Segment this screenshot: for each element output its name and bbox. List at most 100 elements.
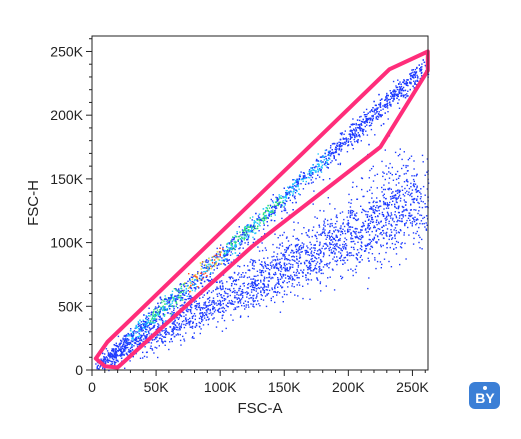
event-dot xyxy=(120,348,122,350)
event-dot xyxy=(411,192,413,194)
event-dot xyxy=(137,328,140,330)
event-dot xyxy=(204,260,206,263)
event-dot xyxy=(103,358,106,361)
event-dot xyxy=(403,173,405,175)
event-dot xyxy=(245,306,247,308)
event-dot xyxy=(371,115,373,117)
event-dot xyxy=(272,194,274,196)
event-dot xyxy=(156,313,158,315)
event-dot xyxy=(346,216,348,218)
event-dot xyxy=(327,232,329,234)
event-dot xyxy=(253,289,256,291)
event-dot xyxy=(222,314,224,316)
event-dot xyxy=(130,350,132,353)
event-dot xyxy=(168,301,171,303)
event-dot xyxy=(290,251,292,254)
event-dot xyxy=(189,320,192,322)
event-dot xyxy=(335,249,337,251)
event-dot xyxy=(406,79,408,81)
event-dot xyxy=(338,251,340,253)
event-dot xyxy=(199,308,201,310)
event-dot xyxy=(280,274,282,276)
event-dot xyxy=(239,265,241,268)
event-dot xyxy=(207,305,210,307)
event-dot xyxy=(257,246,259,248)
event-dot xyxy=(368,201,370,204)
event-dot xyxy=(351,240,353,243)
event-dot xyxy=(396,190,398,192)
event-dot xyxy=(225,251,228,253)
event-dot xyxy=(320,269,323,271)
event-dot xyxy=(372,239,375,241)
event-dot xyxy=(173,336,176,338)
event-dot xyxy=(273,255,275,258)
event-dot xyxy=(335,260,338,263)
event-dot xyxy=(422,201,424,203)
x-tick-label: 100K xyxy=(204,379,237,395)
event-dot xyxy=(134,339,136,342)
event-dot xyxy=(171,295,173,297)
event-dot xyxy=(354,243,356,245)
event-dot xyxy=(262,289,264,291)
event-dot xyxy=(277,279,279,281)
event-dot xyxy=(331,233,333,235)
event-dot xyxy=(380,244,382,246)
event-dot xyxy=(161,341,164,343)
event-dot xyxy=(316,277,318,279)
event-dot xyxy=(359,126,361,128)
event-dot xyxy=(250,291,253,293)
event-dot xyxy=(121,346,124,348)
event-dot xyxy=(191,281,193,283)
event-dot xyxy=(361,211,363,214)
event-dot xyxy=(207,297,210,300)
license-badge[interactable]: BY xyxy=(469,382,500,409)
event-dot xyxy=(223,290,226,293)
event-dot xyxy=(319,248,321,251)
event-dot xyxy=(312,173,314,175)
event-dot xyxy=(185,298,187,301)
event-dot xyxy=(368,117,370,120)
event-dot xyxy=(344,237,346,239)
event-dot xyxy=(399,87,402,90)
event-dot xyxy=(291,277,294,280)
event-dot xyxy=(252,281,254,284)
event-dot xyxy=(369,239,371,241)
event-dot xyxy=(185,292,187,294)
event-dot xyxy=(145,322,147,324)
event-dot xyxy=(420,200,422,202)
event-dot xyxy=(286,258,288,260)
event-dot xyxy=(399,229,402,231)
event-dot xyxy=(325,247,327,249)
event-dot xyxy=(246,225,248,228)
event-dot xyxy=(324,248,326,250)
event-dot xyxy=(348,193,350,196)
event-dot xyxy=(282,200,284,202)
event-dot xyxy=(189,278,191,280)
event-dot xyxy=(336,263,338,266)
event-dot xyxy=(276,282,278,284)
event-dot xyxy=(325,162,327,164)
event-dot xyxy=(181,320,184,323)
event-dot xyxy=(340,254,343,256)
event-dot xyxy=(151,339,154,341)
event-dot xyxy=(281,204,284,206)
event-dot xyxy=(309,241,311,244)
event-dot xyxy=(132,334,134,337)
event-dot xyxy=(369,248,371,250)
event-dot xyxy=(182,294,184,296)
event-dot xyxy=(328,254,331,257)
event-dot xyxy=(372,208,374,210)
event-dot xyxy=(154,318,156,321)
event-dot xyxy=(276,294,278,296)
event-dot xyxy=(302,176,305,178)
event-dot xyxy=(412,243,415,245)
event-dot xyxy=(215,256,217,259)
event-dot xyxy=(309,268,311,270)
event-dot xyxy=(404,242,406,245)
event-dot xyxy=(308,266,311,268)
event-dot xyxy=(268,280,270,282)
event-dot xyxy=(417,212,419,215)
event-dot xyxy=(373,212,376,215)
event-dot xyxy=(290,274,292,277)
singlet-gate-polygon[interactable] xyxy=(93,49,430,370)
